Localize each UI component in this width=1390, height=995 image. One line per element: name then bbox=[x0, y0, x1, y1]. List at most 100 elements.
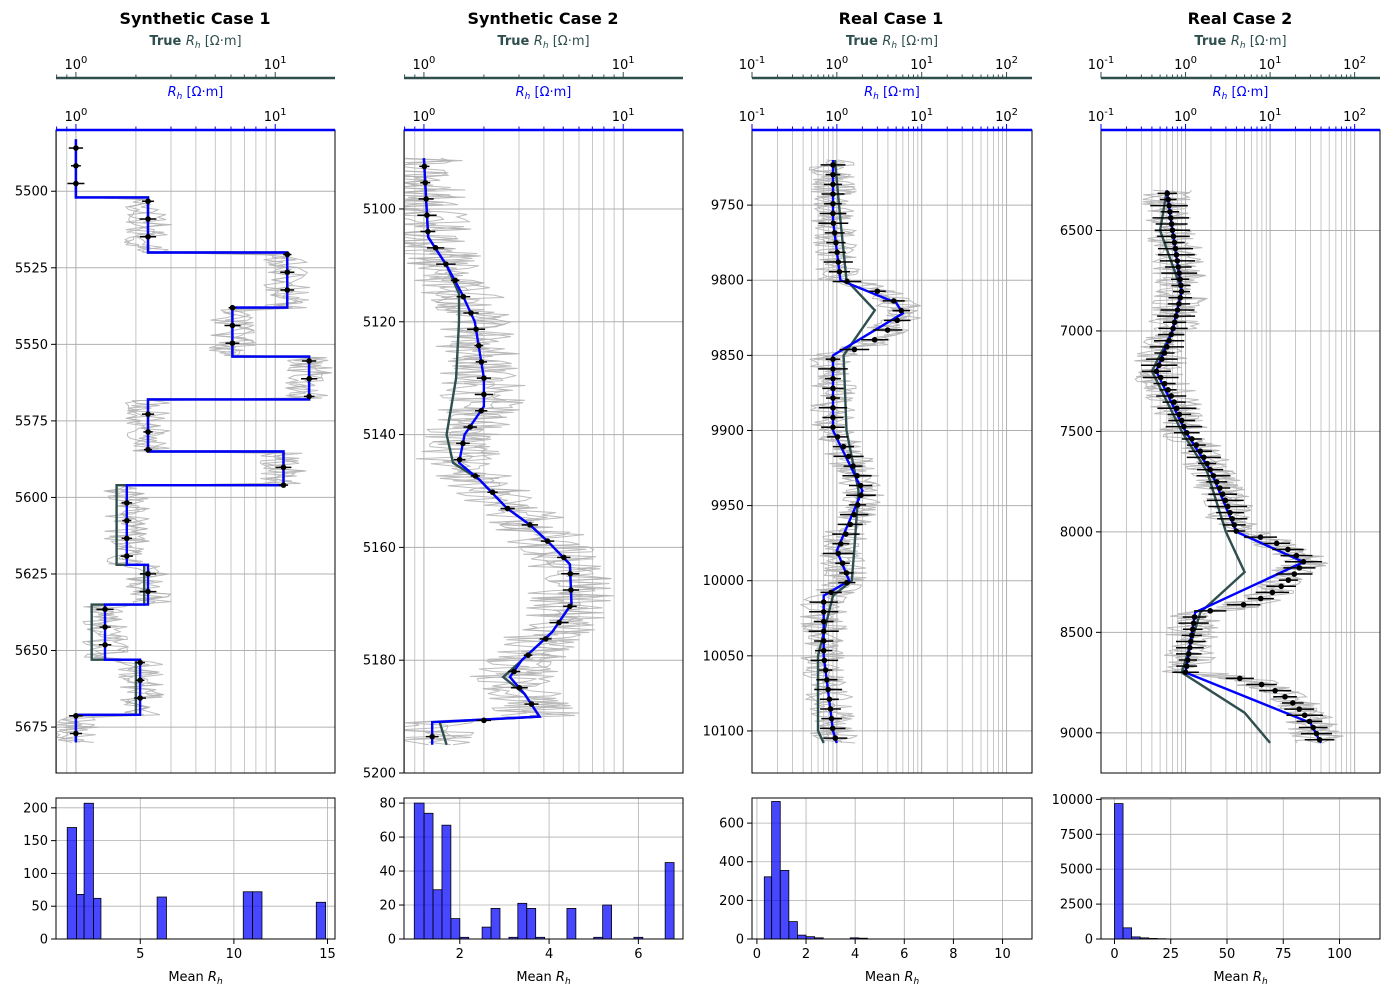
rh-axis-label: Rh [Ω·m] bbox=[168, 85, 224, 102]
log-panel-2: 5100 5120 5140 5160 5180 5200 100 100 101 101 Rh [… bbox=[363, 34, 684, 782]
data-point bbox=[1293, 552, 1300, 559]
y-tick-label: 5140 bbox=[363, 428, 396, 443]
data-point bbox=[830, 191, 836, 197]
data-point bbox=[830, 395, 836, 401]
hist-y-tick-label: 400 bbox=[719, 855, 744, 870]
data-point bbox=[306, 358, 312, 364]
data-point bbox=[460, 293, 467, 300]
data-point bbox=[828, 715, 835, 722]
data-layer bbox=[799, 159, 921, 744]
y-tick-label: 5200 bbox=[363, 767, 396, 782]
data-point bbox=[425, 228, 431, 235]
data-point bbox=[821, 657, 828, 664]
true-rh-axis-label: True Rh [Ω·m] bbox=[149, 34, 241, 51]
data-point bbox=[1186, 651, 1192, 657]
ensemble-curve bbox=[799, 159, 921, 744]
histogram-bar bbox=[1122, 927, 1133, 940]
data-point bbox=[1174, 258, 1181, 264]
hist-axes-frame bbox=[403, 797, 684, 940]
data-point bbox=[1291, 571, 1298, 577]
data-point bbox=[1210, 472, 1217, 479]
data-point bbox=[542, 636, 549, 642]
data-point bbox=[830, 200, 836, 207]
true-rh-axis-tick-label: 100 bbox=[825, 55, 848, 73]
hist-x-tick-label: 0 bbox=[753, 947, 761, 962]
data-point bbox=[1183, 430, 1190, 436]
hist-xlabel: Mean Rh bbox=[168, 970, 223, 987]
data-point bbox=[851, 346, 858, 353]
histogram-bar bbox=[1114, 803, 1124, 940]
data-point bbox=[857, 482, 864, 489]
data-point bbox=[145, 198, 151, 205]
panel-title-1: Synthetic Case 1 bbox=[119, 9, 270, 28]
y-tick-label: 10000 bbox=[703, 574, 744, 589]
data-point bbox=[830, 366, 836, 372]
data-point bbox=[824, 677, 830, 683]
rh-axis-tick-label: 101 bbox=[910, 107, 933, 125]
data-point bbox=[475, 342, 482, 349]
y-tick-label: 9750 bbox=[711, 199, 744, 214]
y-tick-label: 9900 bbox=[711, 424, 744, 439]
data-point bbox=[102, 642, 108, 648]
hist-x-tick-label: 10 bbox=[994, 947, 1011, 962]
data-point bbox=[504, 505, 511, 512]
data-point bbox=[828, 589, 834, 596]
data-point bbox=[73, 162, 79, 169]
data-point bbox=[145, 411, 151, 417]
true-rh-axis-tick-label: 102 bbox=[995, 55, 1018, 73]
data-point bbox=[1166, 337, 1172, 344]
data-point bbox=[1237, 675, 1243, 682]
data-point bbox=[1188, 638, 1194, 645]
histogram-bar bbox=[779, 870, 790, 940]
data-point bbox=[124, 517, 130, 524]
hist-y-tick-label: 60 bbox=[379, 831, 396, 846]
data-point bbox=[1170, 233, 1177, 240]
hist-x-tick-label: 0 bbox=[1110, 947, 1118, 962]
data-point bbox=[306, 393, 312, 400]
data-point bbox=[1227, 509, 1233, 516]
hist-y-tick-label: 0 bbox=[1085, 933, 1093, 948]
ensemble-curve bbox=[1134, 189, 1341, 744]
data-point bbox=[832, 735, 839, 741]
data-point bbox=[1175, 264, 1182, 270]
data-point bbox=[1166, 202, 1172, 209]
data-point bbox=[1296, 565, 1303, 571]
hist-y-tick-label: 20 bbox=[379, 899, 396, 914]
rh-axis-tick-label: 10-1 bbox=[739, 107, 766, 125]
true-rh-axis-tick-label: 100 bbox=[64, 55, 87, 73]
hist-x-tick-label: 15 bbox=[319, 947, 336, 962]
panel-title-3: Real Case 1 bbox=[839, 9, 944, 28]
data-point bbox=[1316, 736, 1323, 743]
hist-x-tick-label: 25 bbox=[1162, 947, 1179, 962]
data-point bbox=[1168, 331, 1175, 338]
data-point bbox=[525, 652, 531, 658]
data-point bbox=[830, 171, 836, 178]
true-rh-axis-label: True Rh [Ω·m] bbox=[497, 34, 589, 51]
histogram-bar bbox=[788, 921, 798, 940]
true-rh-curve bbox=[74, 139, 311, 743]
data-point bbox=[1285, 546, 1291, 553]
data-point bbox=[137, 677, 143, 684]
hist-y-tick-label: 150 bbox=[23, 834, 48, 849]
data-point bbox=[830, 356, 836, 363]
data-point bbox=[567, 570, 574, 577]
rh-axis-tick-label: 100 bbox=[412, 107, 435, 125]
data-point bbox=[850, 463, 856, 469]
data-point bbox=[1233, 528, 1239, 534]
data-point bbox=[1173, 251, 1180, 258]
data-point bbox=[280, 482, 287, 488]
true-rh-axis-tick-label: 101 bbox=[612, 55, 635, 73]
data-point bbox=[1217, 485, 1223, 491]
data-point bbox=[1171, 399, 1177, 405]
data-point bbox=[560, 554, 567, 561]
data-point bbox=[1306, 718, 1313, 725]
data-point bbox=[851, 511, 857, 518]
ensemble-curve bbox=[56, 139, 327, 743]
data-point bbox=[284, 287, 291, 293]
y-tick-label: 5100 bbox=[363, 202, 396, 217]
data-point bbox=[1219, 491, 1226, 497]
histogram-bar bbox=[763, 876, 773, 940]
y-tick-label: 10100 bbox=[703, 724, 744, 739]
data-point bbox=[834, 249, 840, 256]
data-point bbox=[472, 473, 479, 479]
